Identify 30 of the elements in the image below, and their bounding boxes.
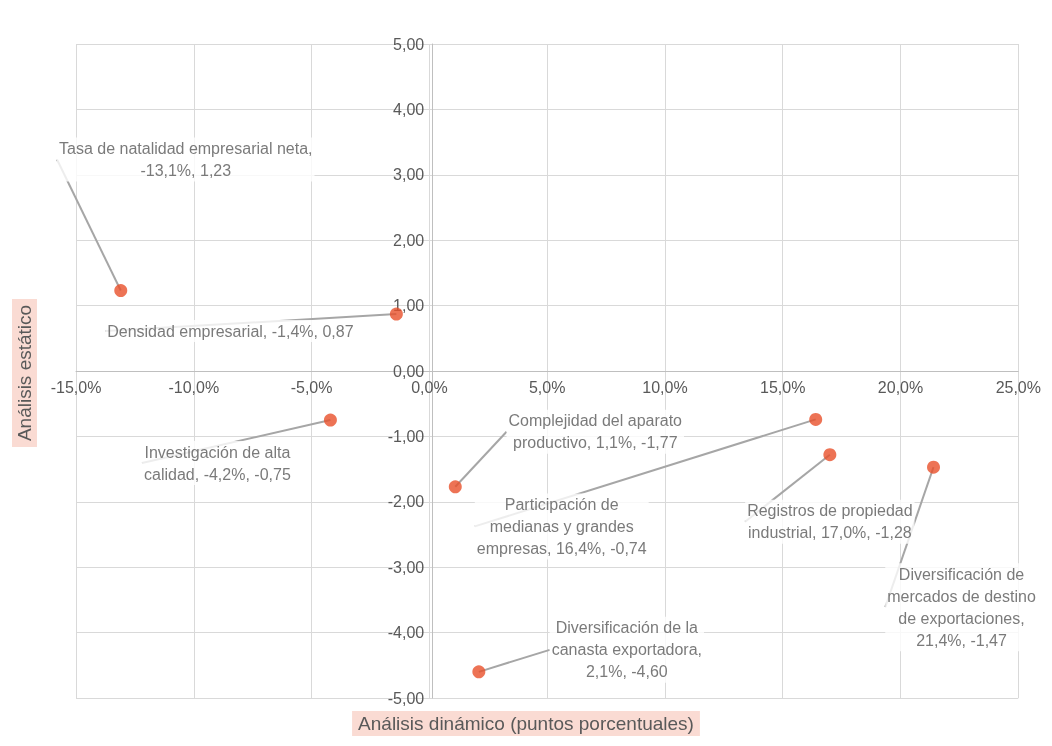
annotation: Diversificación de mercados de destino de exportaciones, 21,4%, -1,47	[887, 565, 1036, 649]
x-tick-label: 15,0%	[760, 378, 806, 396]
y-tick-label: 1,00	[393, 297, 425, 315]
x-tick-label: 20,0%	[877, 378, 924, 396]
y-tick-label: -4,00	[387, 624, 425, 642]
annotation: Tasa de natalidad empresarial neta, -13,1%, 1,23	[59, 140, 313, 180]
x-tick-label: -10,0%	[168, 378, 220, 396]
annotation: Diversificación de la canasta exportadora, 2,1%, -4,60	[551, 619, 702, 681]
x-tick-label: -5,0%	[290, 378, 333, 396]
y-tick-label: -1,00	[387, 427, 425, 445]
y-tick-label: -3,00	[387, 558, 425, 576]
x-tick-label: 10,0%	[642, 378, 688, 396]
y-tick-label: 5,00	[393, 35, 425, 53]
y-tick-label: 2,00	[393, 231, 425, 249]
x-tick-label: 25,0%	[995, 378, 1041, 396]
annotation: Investigación de alta calidad, -4,2%, -0,75	[144, 443, 291, 483]
annotation: Registros de propiedad industrial, 17,0%, -1,28	[747, 502, 913, 542]
x-tick-label: 5,0%	[528, 378, 566, 396]
y-tick-label: 0,00	[393, 362, 425, 380]
x-tick-label: 0,0%	[411, 378, 448, 396]
y-tick-label: 4,00	[393, 100, 425, 118]
y-axis-title: Análisis estático	[14, 304, 35, 442]
y-tick-label: 3,00	[393, 166, 425, 184]
annotation: Densidad empresarial, -1,4%, 0,87	[107, 322, 354, 340]
x-tick-label: -15,0%	[50, 378, 102, 396]
annotation: Complejidad del aparato productivo, 1,1%, -1,77	[508, 412, 683, 452]
annotation: Participación de medianas y grandes empresas, 16,4%, -0,74	[476, 495, 647, 557]
y-tick-label: -5,00	[387, 689, 425, 707]
y-tick-label: -2,00	[387, 493, 425, 511]
x-axis-title: Análisis dinámico (puntos porcentuales)	[358, 713, 694, 734]
